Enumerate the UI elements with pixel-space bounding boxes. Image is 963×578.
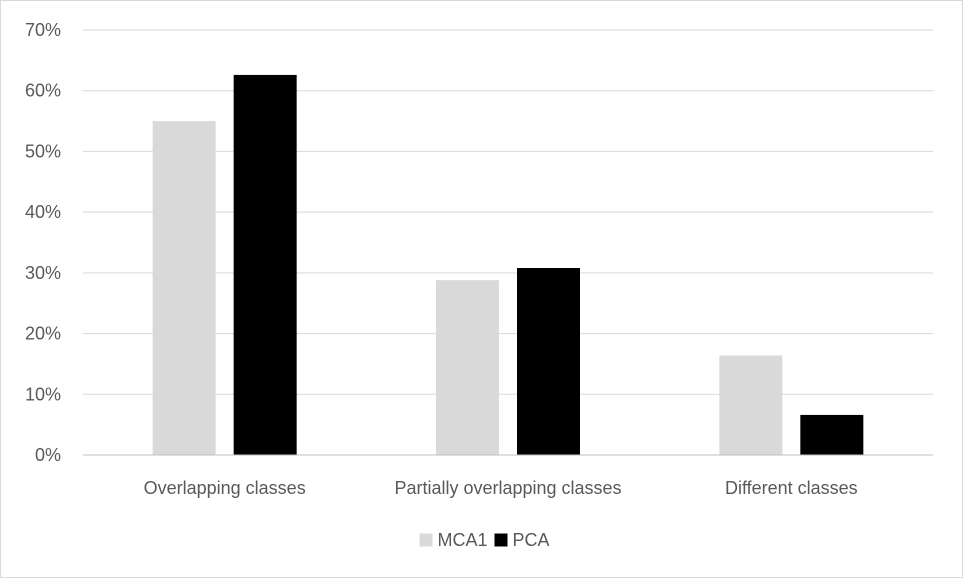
y-tick-label: 30% [25, 263, 61, 283]
bars [152, 74, 864, 456]
y-tick-label: 0% [35, 445, 61, 465]
y-axis-ticks: 0% 10% 20% 30% 40% 50% 60% 70% [25, 20, 61, 465]
legend-swatch-pca [494, 533, 508, 547]
x-tick-label: Overlapping classes [144, 478, 306, 498]
x-tick-label: Different classes [725, 478, 858, 498]
bar-pca-2 [800, 414, 864, 455]
legend-label-mca1: MCA1 [438, 530, 488, 550]
legend-swatch-mca1 [419, 533, 433, 547]
y-tick-label: 40% [25, 202, 61, 222]
bar-mca1-1 [436, 280, 499, 455]
bar-mca1-2 [719, 355, 783, 455]
bar-pca-0 [233, 74, 297, 455]
x-axis-labels: Overlapping classes Partially overlapping… [144, 478, 858, 498]
y-tick-label: 70% [25, 20, 61, 40]
legend-label-pca: PCA [513, 530, 550, 550]
y-tick-label: 60% [25, 81, 61, 101]
y-tick-label: 20% [25, 324, 61, 344]
gridlines [83, 29, 933, 395]
y-tick-label: 10% [25, 384, 61, 404]
bar-pca-1 [517, 268, 580, 455]
legend: MCA1 PCA [419, 530, 550, 550]
x-tick-label: Partially overlapping classes [394, 478, 621, 498]
y-tick-label: 50% [25, 141, 61, 161]
bar-mca1-0 [152, 121, 216, 456]
